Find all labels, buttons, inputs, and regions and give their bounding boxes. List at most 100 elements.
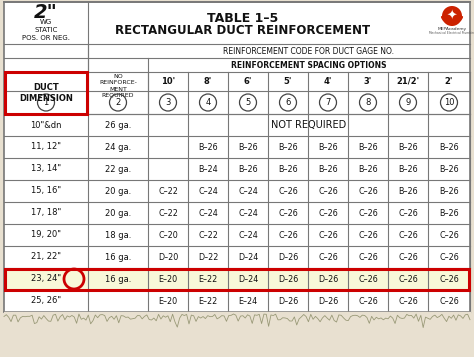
Text: C–22: C–22: [158, 186, 178, 196]
Text: B–26: B–26: [439, 208, 459, 217]
Text: B–26: B–26: [318, 165, 338, 174]
Text: B–26: B–26: [358, 142, 378, 151]
Text: 10': 10': [161, 77, 175, 86]
Text: 10"&dn: 10"&dn: [30, 121, 62, 130]
Text: C–24: C–24: [198, 186, 218, 196]
Text: C–22: C–22: [158, 208, 178, 217]
Text: E–20: E–20: [158, 275, 178, 283]
Text: C–26: C–26: [398, 231, 418, 240]
Text: 6': 6': [244, 77, 252, 86]
Text: 16 ga.: 16 ga.: [105, 252, 131, 261]
Text: NO
REINFORCE-
MENT
REQUIRED: NO REINFORCE- MENT REQUIRED: [99, 74, 137, 98]
Text: C–26: C–26: [358, 186, 378, 196]
Text: C–26: C–26: [398, 275, 418, 283]
Text: D–26: D–26: [278, 275, 298, 283]
Text: B–26: B–26: [398, 186, 418, 196]
Text: 5': 5': [284, 77, 292, 86]
Text: 7: 7: [325, 98, 331, 107]
Text: C–26: C–26: [439, 252, 459, 261]
Text: E–22: E–22: [199, 275, 218, 283]
Text: 23, 24": 23, 24": [31, 275, 61, 283]
Text: WG
STATIC
POS. OR NEG.: WG STATIC POS. OR NEG.: [22, 20, 70, 40]
Text: REINFORCEMENT CODE FOR DUCT GAGE NO.: REINFORCEMENT CODE FOR DUCT GAGE NO.: [224, 46, 394, 55]
Text: 8': 8': [204, 77, 212, 86]
Text: B–26: B–26: [198, 142, 218, 151]
Text: D–20: D–20: [158, 252, 178, 261]
Text: B–24: B–24: [198, 165, 218, 174]
Text: C–26: C–26: [439, 297, 459, 306]
Text: 20 ga.: 20 ga.: [105, 208, 131, 217]
Text: 15, 16": 15, 16": [31, 186, 61, 196]
Text: B–26: B–26: [238, 165, 258, 174]
Text: E–20: E–20: [158, 297, 178, 306]
Text: D–26: D–26: [278, 297, 298, 306]
Text: 16 ga.: 16 ga.: [105, 275, 131, 283]
Text: D–26: D–26: [318, 275, 338, 283]
Text: 18 ga.: 18 ga.: [105, 231, 131, 240]
Text: C–26: C–26: [358, 252, 378, 261]
Text: C–26: C–26: [278, 208, 298, 217]
Text: C–24: C–24: [238, 186, 258, 196]
Text: MEPAcademy: MEPAcademy: [438, 27, 466, 31]
Text: C–26: C–26: [358, 297, 378, 306]
Text: C–26: C–26: [318, 252, 338, 261]
Text: E–22: E–22: [199, 297, 218, 306]
Text: 20 ga.: 20 ga.: [105, 186, 131, 196]
Text: C–24: C–24: [198, 208, 218, 217]
Text: C–26: C–26: [318, 231, 338, 240]
Text: 11, 12": 11, 12": [31, 142, 61, 151]
Text: D–26: D–26: [278, 252, 298, 261]
Text: B–26: B–26: [278, 142, 298, 151]
Text: 8: 8: [365, 98, 371, 107]
Text: 3: 3: [165, 98, 171, 107]
Bar: [5, 268, 469, 290]
Text: C–26: C–26: [398, 297, 418, 306]
Text: B–26: B–26: [439, 142, 459, 151]
Text: 6: 6: [285, 98, 291, 107]
Bar: [5, 72, 87, 114]
Text: C–26: C–26: [278, 186, 298, 196]
Text: C–26: C–26: [439, 231, 459, 240]
Text: 4: 4: [205, 98, 210, 107]
Text: 24 ga.: 24 ga.: [105, 142, 131, 151]
Text: B–26: B–26: [439, 186, 459, 196]
Text: 17, 18": 17, 18": [31, 208, 61, 217]
Text: C–24: C–24: [238, 208, 258, 217]
Text: 10: 10: [444, 98, 454, 107]
Text: 4': 4': [324, 77, 332, 86]
Text: TABLE 1–5: TABLE 1–5: [207, 12, 279, 25]
Text: 21/2': 21/2': [396, 77, 419, 86]
Text: C–26: C–26: [318, 208, 338, 217]
Text: REINFORCEMENT SPACING OPTIONS: REINFORCEMENT SPACING OPTIONS: [231, 60, 387, 70]
Text: B–26: B–26: [238, 142, 258, 151]
Text: 5: 5: [246, 98, 251, 107]
Text: B–26: B–26: [398, 142, 418, 151]
Text: B–26: B–26: [278, 165, 298, 174]
Text: ✦: ✦: [447, 10, 457, 22]
Text: B–26: B–26: [439, 165, 459, 174]
Text: NOT REQUIRED: NOT REQUIRED: [272, 120, 346, 130]
Text: Mechanical Electrical Plumbing: Mechanical Electrical Plumbing: [428, 31, 474, 35]
Text: C–26: C–26: [398, 208, 418, 217]
Text: D–26: D–26: [318, 297, 338, 306]
Circle shape: [442, 6, 462, 26]
Text: C–26: C–26: [439, 275, 459, 283]
Text: E–24: E–24: [238, 297, 257, 306]
Text: C–26: C–26: [398, 252, 418, 261]
Text: B–26: B–26: [318, 142, 338, 151]
Text: 1: 1: [44, 98, 49, 107]
Text: C–26: C–26: [358, 275, 378, 283]
Text: D–24: D–24: [238, 275, 258, 283]
Text: B–26: B–26: [398, 165, 418, 174]
Text: 2': 2': [445, 77, 453, 86]
Text: RECTANGULAR DUCT REINFORCEMENT: RECTANGULAR DUCT REINFORCEMENT: [116, 25, 371, 37]
Text: 25, 26": 25, 26": [31, 297, 61, 306]
Text: 13, 14": 13, 14": [31, 165, 61, 174]
Text: C–20: C–20: [158, 231, 178, 240]
Text: C–22: C–22: [198, 231, 218, 240]
Text: B–26: B–26: [358, 165, 378, 174]
Text: C–26: C–26: [358, 208, 378, 217]
Text: C–26: C–26: [358, 231, 378, 240]
Text: C–26: C–26: [278, 231, 298, 240]
Text: 2": 2": [34, 4, 58, 22]
